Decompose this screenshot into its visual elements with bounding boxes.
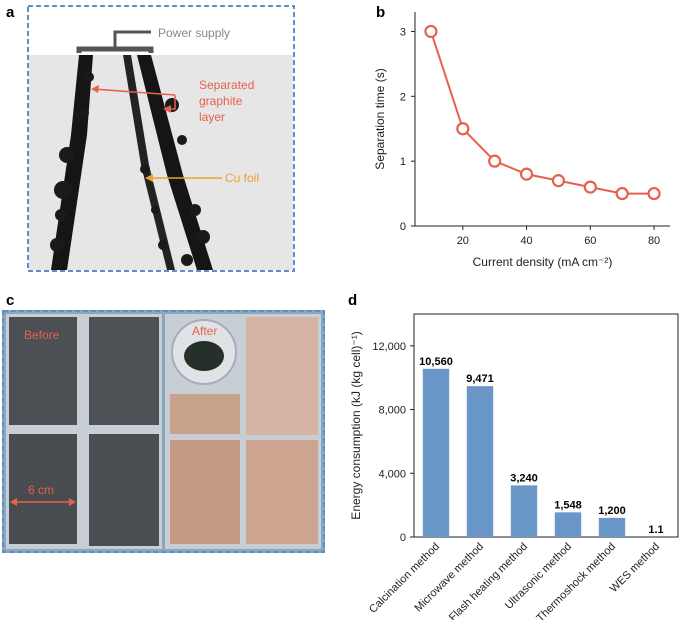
y-tick-label: 3: [400, 26, 406, 38]
data-point: [551, 174, 566, 188]
panel-b-chart: 0 1 2 3 20 40 60 80 Current density (mA cm⁻²) Sep…: [373, 12, 670, 269]
y-tick-label: 4,000: [378, 468, 406, 480]
panel-a-border: [27, 5, 295, 272]
before-sheet-1: [9, 317, 77, 425]
panel-letter-b: b: [376, 4, 386, 21]
after-label: After: [192, 324, 217, 338]
cu-foil-4: [246, 440, 318, 544]
panel-d-chart: 0 4,000 8,000 12,000 Energy consumption (kJ …: [349, 313, 679, 620]
before-sheet-4: [89, 434, 159, 546]
panel-c-border: [2, 310, 325, 553]
cu-foil-1: [246, 317, 318, 435]
arrow-head-left: [91, 85, 99, 93]
panel-a-photo: Power supply Separated graphite layer Cu…: [27, 5, 295, 272]
data-point: [615, 186, 629, 201]
category-label: Flash heating method: [447, 541, 530, 620]
bar-value-label: 9,471: [466, 373, 494, 385]
y-tick-label: 8,000: [378, 405, 406, 417]
data-point: [583, 180, 597, 194]
right-graphite-strip: [137, 55, 213, 270]
graphite-powder: [184, 341, 224, 371]
graphite-label-2: graphite: [199, 94, 243, 108]
bar: [554, 512, 582, 537]
bar: [422, 368, 450, 537]
category-label: Thermoshock method: [534, 541, 618, 620]
x-tick-label: 80: [648, 235, 660, 247]
power-supply-label: Power supply: [158, 26, 230, 40]
arrow-head-right: [163, 105, 171, 113]
data-point: [456, 122, 470, 136]
cu-foil-3: [170, 440, 240, 544]
y-tick-label: 2: [400, 91, 406, 103]
panel-letter-c: c: [6, 292, 15, 309]
data-point: [519, 167, 534, 181]
plot-frame: [413, 313, 679, 538]
x-tick-label: 20: [457, 235, 469, 247]
scale-arrow-right: [69, 498, 76, 506]
data-point: [647, 186, 661, 201]
power-supply-wire: [113, 30, 151, 49]
graphite-label-1: Separated: [199, 78, 254, 92]
x-tick-label: 40: [520, 235, 532, 247]
bar-value-label: 1,200: [598, 505, 626, 517]
panel-letter-d: d: [348, 292, 358, 309]
bar-value-label: 1,548: [554, 499, 582, 511]
y-tick-label: 0: [400, 221, 406, 233]
bar-value-label: 3,240: [510, 472, 538, 484]
before-sheet-3: [9, 434, 77, 544]
category-label: Calcination method: [367, 541, 442, 616]
before-label: Before: [24, 328, 60, 342]
bar: [466, 386, 494, 537]
panel-letter-a: a: [6, 4, 15, 21]
bar-value-label: 1.1: [648, 524, 663, 536]
y-tick-label: 1: [400, 156, 406, 168]
data-point: [488, 154, 502, 168]
y-tick-label: 12,000: [372, 341, 406, 353]
y-axis-label: Energy consumption (kJ (kg cell)⁻¹): [349, 331, 363, 519]
data-point: [424, 24, 438, 39]
bar-value-label: 10,560: [419, 356, 453, 368]
panel-c-photo: Before After 6 cm: [2, 310, 325, 553]
bar: [510, 485, 538, 537]
y-tick-label: 0: [400, 532, 406, 544]
scale-arrow-left: [10, 498, 17, 506]
graphite-label-3: layer: [199, 110, 225, 124]
bar: [598, 517, 626, 537]
arrow-head-cu: [145, 174, 153, 182]
scale-label: 6 cm: [28, 483, 54, 497]
before-sheet-2: [89, 317, 159, 425]
arrow-graphite-left: [92, 88, 176, 96]
cu-foil-strip: [123, 55, 175, 270]
y-axis-label: Separation time (s): [373, 68, 387, 169]
cu-foil-label: Cu foil: [225, 171, 259, 185]
x-axis-label: Current density (mA cm⁻²): [473, 255, 613, 269]
x-tick-label: 60: [584, 235, 596, 247]
series-line: [429, 31, 655, 195]
cu-foil-2: [170, 394, 240, 434]
